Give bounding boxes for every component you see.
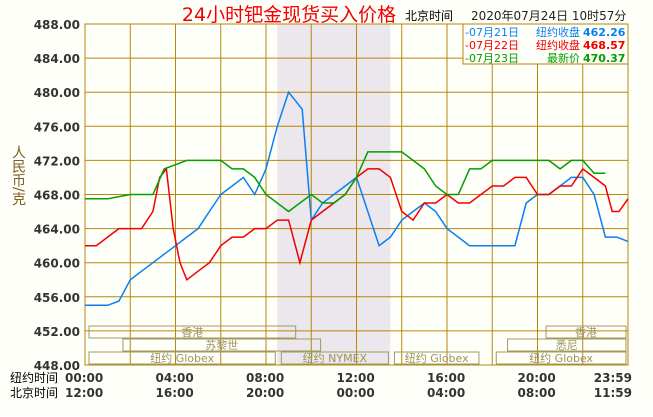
market-session-bar xyxy=(393,351,480,365)
x-tick-label: 04:00 xyxy=(427,386,465,400)
x-row-label: 北京时间 xyxy=(10,386,58,400)
y-tick-label: 456.00 xyxy=(34,291,80,305)
y-tick-label: 476.00 xyxy=(34,120,80,134)
legend-value: 470.37 xyxy=(583,52,625,65)
market-session-bar xyxy=(88,351,276,365)
legend-label: 纽约收盘 xyxy=(536,38,580,52)
x-tick-label: 20:00 xyxy=(518,371,556,385)
x-tick-label: 11:59 xyxy=(594,386,632,400)
y-tick-label: 448.00 xyxy=(34,359,80,373)
market-label: 悉尼 xyxy=(556,339,578,352)
market-label: 香港 xyxy=(181,326,203,339)
y-tick-label: 472.00 xyxy=(34,154,80,168)
market-label: 纽约 NYMEX xyxy=(303,351,368,365)
time-zone-label: 北京时间 xyxy=(405,9,453,23)
market-session-bar xyxy=(280,351,389,365)
legend: -07月21日 纽约收盘 462.26-07月22日 纽约收盘 468.57-07月23… xyxy=(462,23,629,65)
legend-label: 最新价 xyxy=(547,51,580,65)
x-tick-label: 08:00 xyxy=(246,371,284,385)
x-tick-label: 23:59 xyxy=(594,371,632,385)
x-tick-label: 20:00 xyxy=(246,386,284,400)
x-tick-label: 12:00 xyxy=(65,386,103,400)
market-label: 纽约 Globex xyxy=(405,351,469,365)
legend-label: 纽约收盘 xyxy=(536,25,580,39)
x-tick-label: 16:00 xyxy=(427,371,465,385)
market-session-bar xyxy=(495,351,627,365)
x-tick-label: 00:00 xyxy=(65,371,103,385)
x-row-label: 纽约时间 xyxy=(10,370,58,385)
market-session-bar xyxy=(545,325,627,339)
x-tick-label: 04:00 xyxy=(156,371,194,385)
y-axis-label: 人民币/克 xyxy=(10,145,26,207)
y-tick-label: 480.00 xyxy=(34,86,80,100)
chart-title: 24小时钯金现货买入价格 xyxy=(182,4,396,26)
legend-value: 468.57 xyxy=(583,39,625,52)
market-label: 纽约 Globex xyxy=(150,351,214,365)
legend-box xyxy=(462,23,629,65)
legend-date: -07月23日 xyxy=(465,52,519,65)
legend-value: 462.26 xyxy=(583,26,626,39)
y-tick-label: 452.00 xyxy=(34,325,80,339)
y-tick-label: 464.00 xyxy=(34,223,80,237)
market-session-bar xyxy=(122,338,322,352)
timestamp: 2020年07月24日 10时57分 xyxy=(471,9,626,23)
plot-border xyxy=(84,23,629,366)
x-tick-label: 16:00 xyxy=(156,386,194,400)
legend-date: -07月22日 xyxy=(465,39,519,52)
market-label: 纽约 Globex xyxy=(529,351,593,365)
market-session-bar xyxy=(88,325,297,339)
series-line-2 xyxy=(85,151,606,213)
x-tick-label: 08:00 xyxy=(518,386,556,400)
y-tick-label: 460.00 xyxy=(34,257,80,271)
x-tick-label: 00:00 xyxy=(337,386,375,400)
market-label: 苏黎世 xyxy=(205,338,238,352)
y-tick-label: 484.00 xyxy=(34,52,80,66)
market-session-bar xyxy=(507,338,627,352)
market-label: 香港 xyxy=(575,326,597,339)
legend-date: -07月21日 xyxy=(465,26,519,39)
x-tick-label: 12:00 xyxy=(337,371,375,385)
y-tick-label: 468.00 xyxy=(34,189,80,203)
y-tick-label: 488.00 xyxy=(34,18,80,32)
